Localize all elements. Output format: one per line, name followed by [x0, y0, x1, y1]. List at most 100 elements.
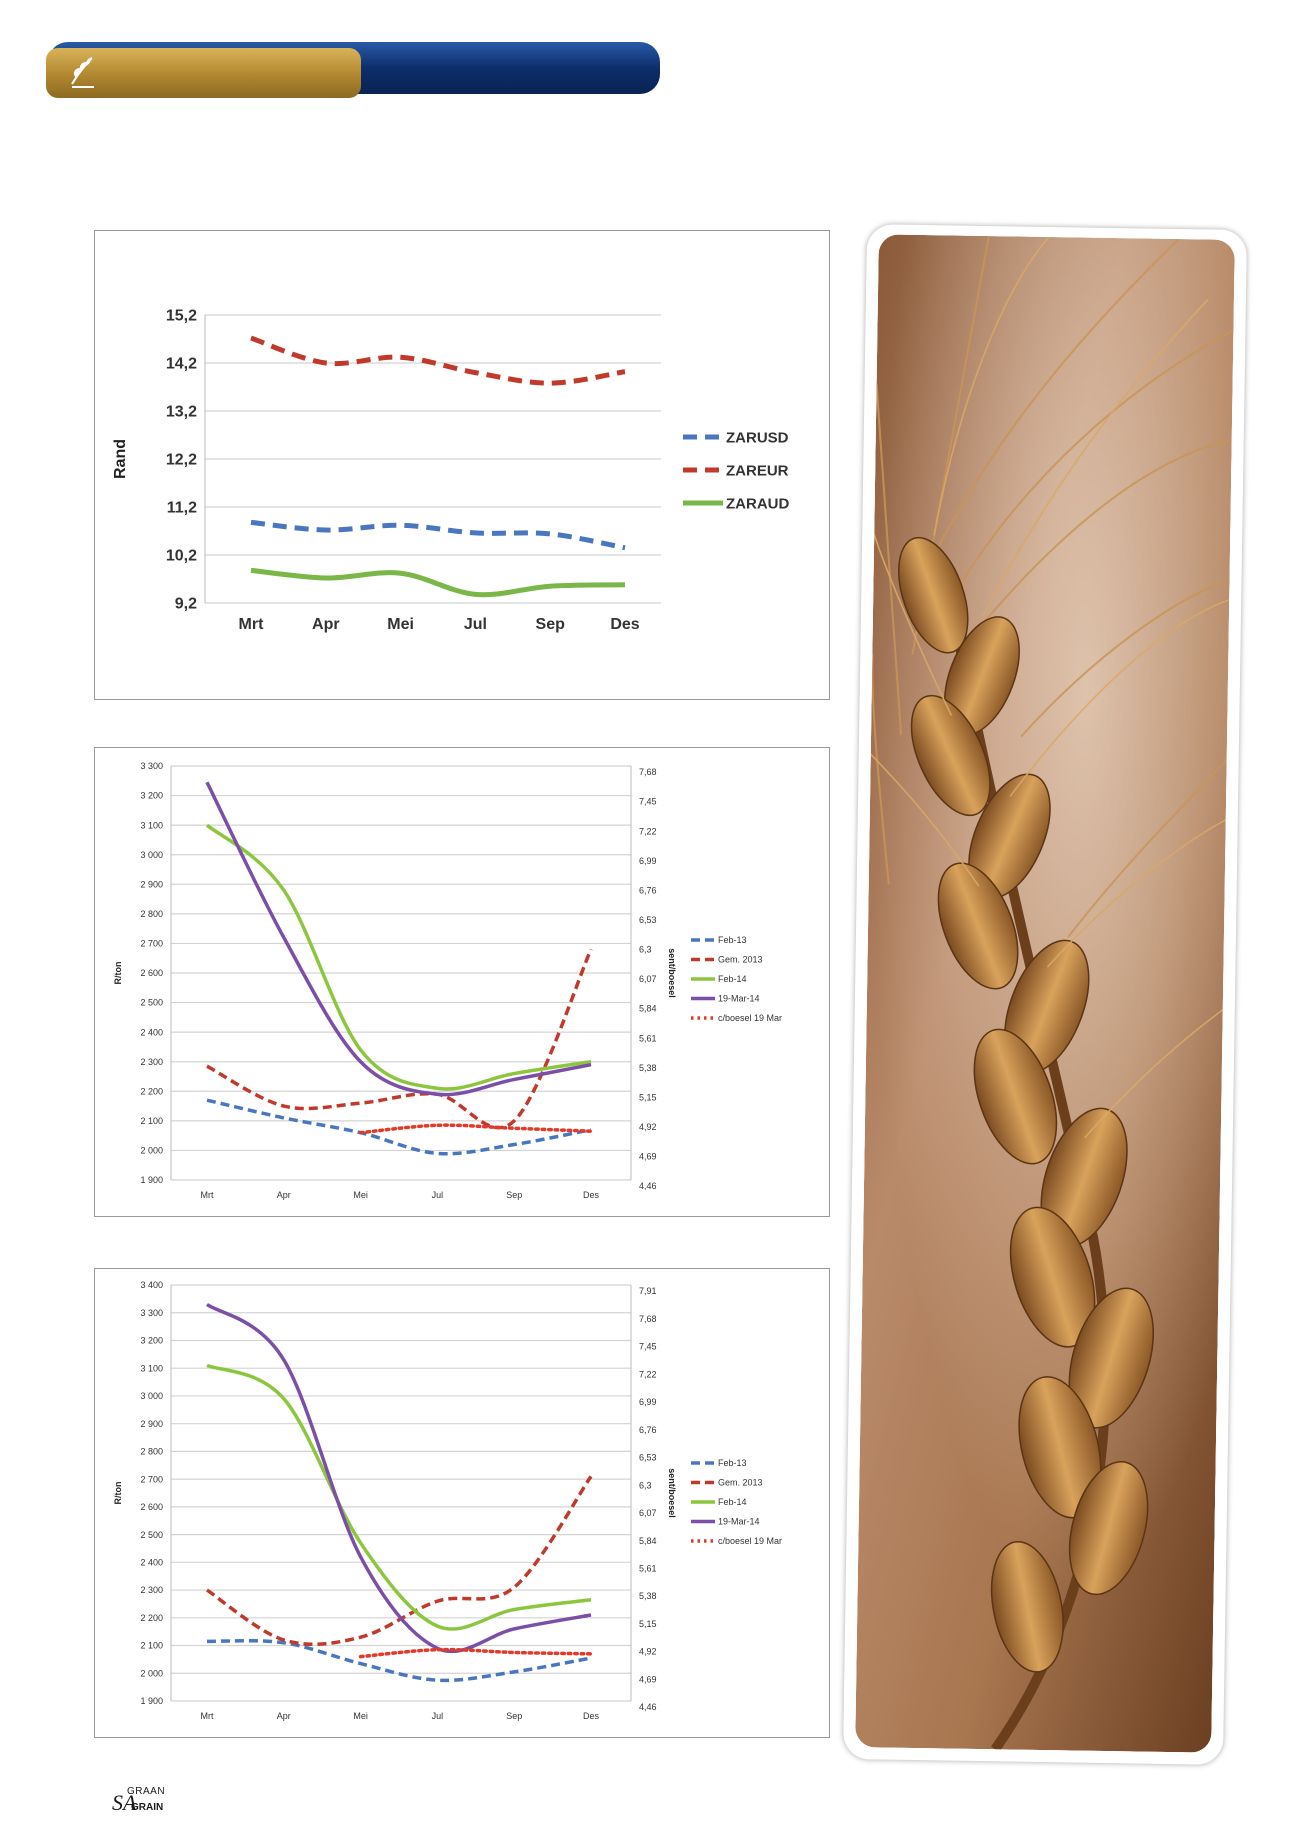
- legend-label: Feb-13: [718, 935, 747, 945]
- x-tick-label: Mrt: [201, 1711, 214, 1721]
- wheat-logo-icon: [71, 57, 94, 88]
- x-tick-label: Mrt: [201, 1190, 214, 1200]
- y2-axis-label: sent/boesel: [667, 1468, 677, 1518]
- y2-tick-label: 7,22: [639, 1369, 657, 1379]
- y2-tick-label: 6,3: [639, 945, 652, 955]
- y2-tick-label: 6,76: [639, 1425, 657, 1435]
- y-tick-label: 2 600: [140, 1502, 163, 1512]
- y2-tick-label: 4,92: [639, 1122, 657, 1132]
- series-line-zareur: [250, 335, 626, 386]
- y2-tick-label: 6,07: [639, 974, 657, 984]
- y2-tick-label: 5,15: [639, 1092, 657, 1102]
- wheat-photo-frame: [842, 224, 1248, 1765]
- legend-label: 19-Mar-14: [718, 994, 760, 1004]
- y2-tick-label: 6,53: [639, 915, 657, 925]
- series-line-c-boesel-19-mar: [358, 1647, 593, 1659]
- y-tick-label: 2 400: [140, 1557, 163, 1567]
- legend-label: 19-Mar-14: [718, 1517, 760, 1527]
- y2-tick-label: 6,99: [639, 856, 657, 866]
- x-tick-label: Mei: [353, 1190, 368, 1200]
- y-tick-label: 2 500: [140, 1530, 163, 1540]
- y-tick-label: 2 000: [140, 1668, 163, 1678]
- y2-tick-label: 4,46: [639, 1702, 657, 1712]
- series-line-gem-2013: [206, 948, 593, 1130]
- y2-tick-label: 5,38: [639, 1591, 657, 1601]
- x-tick-label: Apr: [277, 1711, 291, 1721]
- y-tick-label: 1 900: [140, 1696, 163, 1706]
- legend-label: c/boesel 19 Mar: [718, 1536, 782, 1546]
- x-tick-label: Sep: [536, 616, 566, 633]
- y2-tick-label: 5,84: [639, 1004, 657, 1014]
- y2-tick-label: 4,46: [639, 1181, 657, 1191]
- y-tick-label: 2 100: [140, 1116, 163, 1126]
- x-tick-label: Apr: [277, 1190, 291, 1200]
- sa-graan-grain-logo: SA GRAAN GRAIN: [112, 1784, 192, 1818]
- y-tick-label: 2 200: [140, 1613, 163, 1623]
- y2-tick-label: 7,45: [639, 1342, 657, 1352]
- series-line-feb-13: [206, 1638, 592, 1683]
- series-line-feb-14: [206, 1363, 592, 1631]
- series-line-zarusd: [250, 519, 626, 551]
- y-tick-label: 2 100: [140, 1641, 163, 1651]
- y2-axis-label: sent/boesel: [667, 948, 677, 998]
- legend-label: Gem. 2013: [718, 1478, 763, 1488]
- chart-exchange-rates: 15,2 14,2 13,2 12,2 11,2 10,2 9,2 Mrt Apr Mei Jul S…: [94, 230, 830, 700]
- y-axis-label: R/ton: [113, 1482, 123, 1505]
- y-tick-label: 2 700: [140, 939, 163, 949]
- x-tick-label: Mei: [353, 1711, 368, 1721]
- y-tick-label: 9,2: [175, 596, 197, 613]
- chart-maize-prices-1: 3 300 7,68 3 200 7,45 3 100 7,22 3 000 6,99 2 90…: [94, 747, 830, 1217]
- y2-tick-label: 7,68: [639, 1314, 657, 1324]
- y-tick-label: 2 500: [140, 998, 163, 1008]
- y-tick-label: 2 800: [140, 1447, 163, 1457]
- legend-label: Feb-13: [718, 1458, 747, 1468]
- legend-label: Gem. 2013: [718, 955, 763, 965]
- logo-sa: SA: [112, 1790, 137, 1815]
- y-tick-label: 2 200: [140, 1086, 163, 1096]
- y2-tick-label: 4,69: [639, 1674, 657, 1684]
- series-line-feb-14: [205, 823, 592, 1091]
- y-axis-label: Rand: [112, 439, 129, 479]
- x-tick-label: Jul: [464, 616, 487, 633]
- y-tick-label: 3 200: [140, 791, 163, 801]
- y-tick-label: 2 900: [140, 879, 163, 889]
- chart-maize-prices-2: 3 400 7,91 3 300 7,68 3 200 7,45 3 100 7,22 3 00…: [94, 1268, 830, 1738]
- legend-label: ZAREUR: [726, 462, 789, 479]
- logo-grain: GRAIN: [131, 1802, 164, 1813]
- y2-tick-label: 5,61: [639, 1563, 657, 1573]
- y-tick-label: 3 100: [140, 820, 163, 830]
- x-tick-label: Mrt: [239, 616, 265, 633]
- header-gold-tab: [46, 48, 361, 98]
- x-tick-label: Des: [610, 616, 639, 633]
- y2-tick-label: 6,53: [639, 1453, 657, 1463]
- y-tick-label: 2 400: [140, 1027, 163, 1037]
- y-tick-label: 12,2: [166, 452, 197, 469]
- x-tick-label: Jul: [432, 1190, 444, 1200]
- legend-label: ZARAUD: [726, 495, 789, 512]
- y2-tick-label: 7,68: [639, 767, 657, 777]
- y2-tick-label: 7,22: [639, 826, 657, 836]
- chart-maize-prices-2-svg: 3 400 7,91 3 300 7,68 3 200 7,45 3 100 7,22 3 00…: [113, 1280, 782, 1721]
- y-tick-label: 13,2: [166, 404, 197, 421]
- y-tick-label: 3 000: [140, 850, 163, 860]
- x-tick-label: Sep: [506, 1711, 522, 1721]
- wheat-photo: [855, 234, 1235, 1753]
- y2-tick-label: 6,3: [639, 1480, 652, 1490]
- y-tick-label: 3 100: [140, 1363, 163, 1373]
- y2-tick-label: 5,15: [639, 1619, 657, 1629]
- x-tick-label: Apr: [312, 616, 340, 633]
- y2-tick-label: 7,45: [639, 797, 657, 807]
- y-tick-label: 3 300: [140, 761, 163, 771]
- y-tick-label: 2 000: [140, 1146, 163, 1156]
- y-tick-label: 10,2: [166, 548, 197, 565]
- y-tick-label: 1 900: [140, 1175, 163, 1185]
- logo-graan: GRAAN: [127, 1786, 166, 1797]
- wheat-ear-image: [855, 234, 1235, 1753]
- series-line-c-boesel-19-mar: [358, 1123, 593, 1135]
- x-tick-label: Des: [583, 1190, 600, 1200]
- y-tick-label: 3 300: [140, 1308, 163, 1318]
- legend-label: Feb-14: [718, 1497, 747, 1507]
- y-tick-label: 2 300: [140, 1585, 163, 1595]
- y2-tick-label: 5,38: [639, 1063, 657, 1073]
- y-tick-label: 2 300: [140, 1057, 163, 1067]
